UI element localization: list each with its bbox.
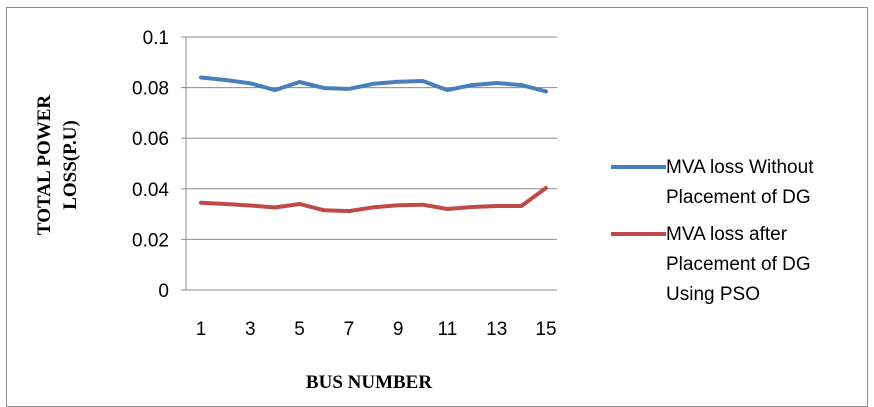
x-axis-ticks: 1 3 5 7 9 11 13 15 <box>196 319 557 340</box>
x-tick-label: 7 <box>344 319 355 340</box>
y-axis-title: TOTAL POWER LOSS(P.U) <box>34 95 81 236</box>
line-chart: 00.020.040.060.080.1 1 3 5 7 9 11 13 15 MVA los… <box>34 28 814 393</box>
y-axis-ticks: 0 0.02 0.04 0.06 0.08 0.1 <box>132 28 186 302</box>
y-tick-label: 0.1 <box>143 28 169 49</box>
legend-label: MVA loss after <box>666 224 788 245</box>
series-line-2 <box>199 186 548 214</box>
x-tick-label: 3 <box>245 319 256 340</box>
legend-label: Using PSO <box>666 284 760 305</box>
x-tick-label: 13 <box>486 319 507 340</box>
x-tick-label: 1 <box>196 319 207 340</box>
y-axis-title-line: LOSS(P.U) <box>60 120 81 210</box>
legend-label: MVA loss Without <box>666 157 814 178</box>
x-tick-label: 9 <box>393 319 404 340</box>
y-tick-label: 0.08 <box>132 79 169 100</box>
x-tick-label: 11 <box>438 319 458 340</box>
y-tick-label: 0.04 <box>132 180 169 201</box>
x-tick-label: 5 <box>294 319 305 340</box>
legend: MVA loss Without Placement of DG MVA loss … <box>611 157 814 305</box>
legend-label: Placement of DG <box>666 254 811 275</box>
series-lines <box>199 75 548 214</box>
series-line-1 <box>199 75 548 94</box>
gridlines <box>186 36 557 240</box>
y-tick-label: 0 <box>158 281 169 302</box>
legend-label: Placement of DG <box>666 187 811 208</box>
y-tick-label: 0.02 <box>132 230 169 251</box>
axes <box>185 37 557 291</box>
y-tick-label: 0.06 <box>132 129 169 150</box>
x-tick-label: 15 <box>535 319 556 340</box>
x-axis-title: BUS NUMBER <box>306 372 432 393</box>
y-axis-title-line: TOTAL POWER <box>34 95 55 236</box>
